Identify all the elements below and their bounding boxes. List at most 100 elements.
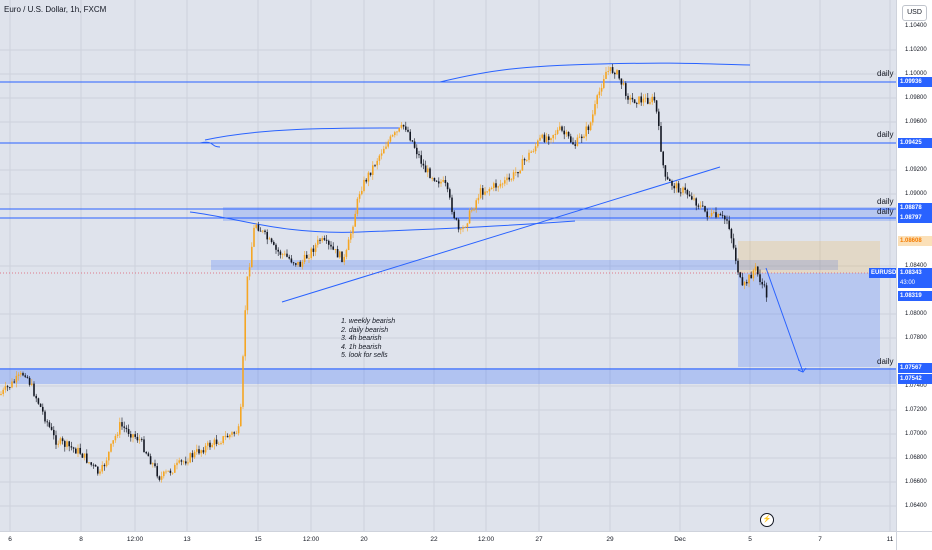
candle-body [724,215,726,220]
candle-body [180,460,183,462]
candle-body [704,205,706,212]
price-label: 1.07567 [898,363,932,373]
analysis-notes[interactable]: 1. weekly bearish 2. daily bearish 3. 4h… [341,318,395,361]
horizontal-levels[interactable] [0,81,896,370]
candle-body [123,426,125,428]
candle-body [158,476,161,480]
candle-body [754,266,757,271]
candle-body [521,159,524,171]
symbol-title[interactable]: Euro / U.S. Dollar, 1h, FXCM [4,5,107,14]
time-label: 11 [886,536,894,543]
candle-body [638,96,640,104]
price-label: 1.09936 [898,77,932,87]
candle-body [310,248,312,258]
candle-body [378,155,381,161]
candle-body [605,71,607,80]
chart-area[interactable]: Euro / U.S. Dollar, 1h, FXCM daily daily… [0,0,896,531]
candle-body [312,248,315,252]
candle-body [497,186,499,188]
candle-body [189,453,191,463]
candle-body [684,187,686,190]
candle-body [24,375,26,377]
candle-body [394,132,396,136]
level-label-daily: daily [877,197,894,206]
candle-body [0,393,2,395]
chart-canvas[interactable] [0,0,896,531]
candle-body [510,179,513,181]
projection-arrow[interactable] [765,267,804,373]
time-label: 27 [535,536,543,543]
candle-body [702,205,704,207]
candle-body [587,126,590,131]
candle-body [528,152,530,160]
time-label: 12:00 [477,536,495,543]
price-tick: 1.10400 [905,23,927,29]
support-zone-1084[interactable] [211,260,838,270]
candle-body [695,198,697,206]
candle-body [35,395,37,399]
candle-body [662,151,664,166]
price-scale[interactable]: USD 1.10400 1.10200 1.10000 1.09800 1.09… [896,0,932,531]
candle-body [350,233,352,240]
candle-body [581,136,583,139]
time-scale[interactable]: 6 8 12:00 13 15 12:00 20 22 12:00 27 29 … [0,531,896,550]
currency-button[interactable]: USD [902,5,927,21]
note-line: 1. weekly bearish [341,318,396,325]
time-label: 7 [818,536,822,543]
candle-body [385,146,387,149]
candle-body [253,227,255,247]
candle-body [671,181,673,186]
candle-body [746,282,748,284]
candles[interactable] [0,63,768,483]
trendline[interactable] [281,166,721,303]
candle-body [110,443,112,452]
position-stop-zone[interactable] [738,241,880,273]
candle-body [631,97,634,100]
curve-drawing-1[interactable] [189,211,576,233]
note-line: 5. look for sells [341,352,388,359]
note-line: 4. 1h bearish [341,343,382,351]
candle-body [235,433,238,435]
candle-body [563,130,565,135]
candle-body [651,96,653,103]
candle-body [596,95,598,105]
candle-body [15,375,18,383]
candle-body [246,276,249,311]
price-tick: 1.10000 [905,71,927,77]
candle-body [165,471,167,473]
curve-drawing-2[interactable] [199,127,401,148]
candle-body [244,310,246,357]
candle-body [17,374,20,376]
level-label-daily: daily [877,69,894,78]
candle-body [567,131,570,137]
candle-body [169,470,172,473]
price-label: 1.09425 [898,138,932,148]
candle-body [130,434,132,438]
candle-body [46,421,48,423]
candle-body [339,251,341,258]
candle-body [207,442,209,446]
candle-body [325,239,328,241]
candle-body [462,227,464,229]
daily-zone-1075[interactable] [0,368,896,384]
candle-body [275,244,277,250]
position-target-zone[interactable] [738,273,880,367]
candle-body [669,179,671,182]
candle-body [589,122,592,131]
candle-body [220,442,222,444]
time-label: Dec [674,536,686,543]
lightning-icon[interactable]: ⚡ [760,513,774,527]
candle-body [464,227,466,228]
candle-body [152,463,154,465]
curve-drawing-3[interactable] [439,62,751,83]
candle-body [341,251,343,263]
candle-body [752,270,755,279]
candle-body [361,190,363,195]
candle-body [306,254,308,259]
candle-body [334,249,337,250]
time-label: 29 [606,536,614,543]
candle-body [143,439,145,453]
candle-body [405,126,407,130]
candle-body [119,422,121,435]
candle-body [627,95,629,100]
